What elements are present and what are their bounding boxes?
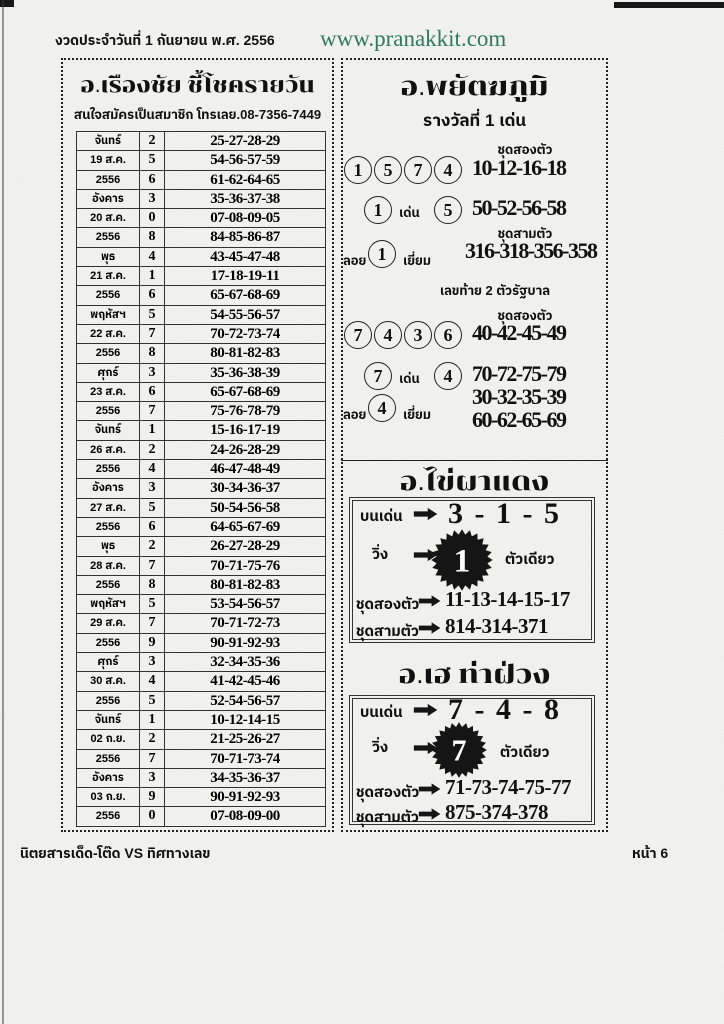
svg-text:1: 1	[454, 543, 471, 580]
svg-text:7: 7	[451, 733, 466, 767]
